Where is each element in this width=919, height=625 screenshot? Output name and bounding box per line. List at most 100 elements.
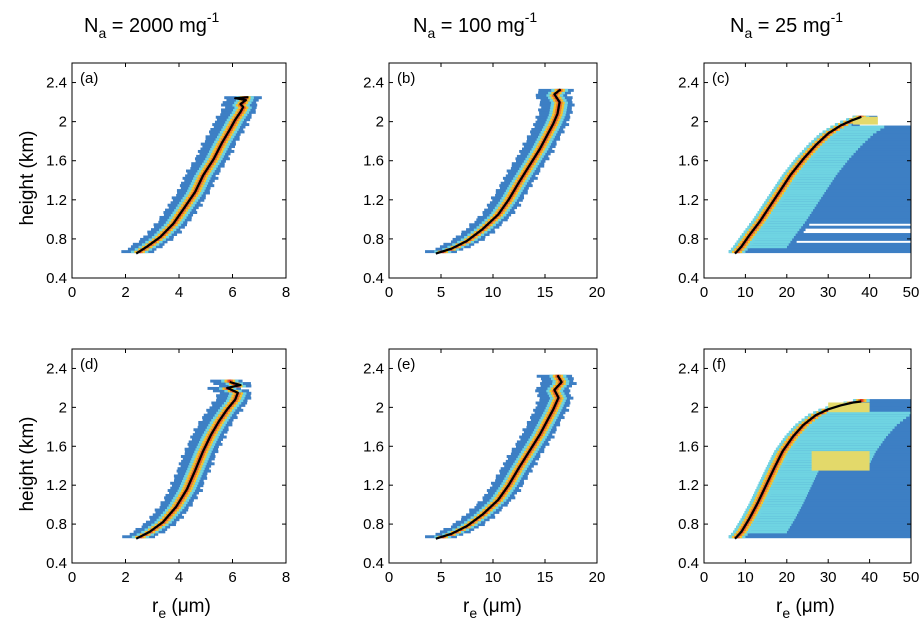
heatmap-cell (770, 484, 812, 488)
heatmap-cell (755, 489, 911, 493)
heatmap-cell (799, 433, 889, 437)
heatmap-cell (825, 411, 911, 415)
y-tick-label: 1.6 (46, 153, 67, 170)
heatmap-cell (228, 379, 232, 383)
y-tick-label: 0.8 (363, 231, 384, 248)
heatmap-cell (754, 215, 911, 219)
heatmap-cell (758, 211, 911, 214)
x-tick-label: 0 (700, 284, 708, 301)
heatmap-cell (747, 527, 789, 531)
heatmap-cell (807, 157, 850, 161)
mean-curve (435, 88, 562, 255)
heatmap-cell (805, 147, 911, 151)
heatmap-cell (796, 435, 886, 439)
x-tick-label: 20 (778, 284, 795, 301)
heatmap-cell (772, 479, 814, 483)
panel-f: 0.4 0.8 1.2 1.6 2 2.4 0 10 20 30 40 50 (f) (678, 348, 919, 586)
heatmap-cell (779, 464, 821, 468)
heatmap-cell (744, 513, 911, 517)
heatmap-cell (763, 498, 805, 502)
y-tick-label: 2 (691, 399, 699, 416)
x-tick-label: 10 (737, 569, 754, 586)
x-tick-label: 8 (282, 284, 290, 301)
heatmap-cell (792, 176, 835, 180)
heatmap-cell (763, 220, 805, 224)
heatmap-cell (816, 147, 858, 151)
heatmap-cell (795, 438, 885, 441)
heatmap-cell (793, 440, 883, 444)
heatmap-cell (745, 245, 787, 249)
heatmap-cell (767, 196, 911, 200)
heatmap-cell (778, 198, 820, 202)
heatmap-f (728, 399, 911, 539)
y-tick-label: 0.4 (363, 270, 384, 287)
heatmap-cell (734, 527, 911, 531)
y-tick-label: 0.8 (46, 516, 67, 533)
heatmap-cell (770, 211, 812, 214)
y-tick-label: 1.2 (363, 192, 384, 209)
heatmap-cell (797, 169, 840, 173)
x-tick-label: 50 (903, 569, 919, 586)
heatmap-cell (768, 486, 811, 490)
heatmap-cell (780, 176, 911, 180)
heatmap-cell (791, 179, 833, 183)
heatmap-cell (809, 154, 852, 158)
heatmap-cell (826, 137, 868, 141)
heatmap-cell (795, 159, 911, 163)
heatmap-cell (775, 186, 911, 190)
y-tick-label: 0.8 (363, 516, 384, 533)
y-tick-label: 0.4 (46, 270, 67, 287)
heatmap-cell (728, 250, 911, 254)
y-tick-label: 2.4 (678, 360, 699, 377)
panel-label: (c) (712, 70, 730, 87)
mean-curve (135, 96, 249, 255)
heatmap-cell (805, 425, 895, 429)
heatmap-cell (776, 184, 911, 188)
heatmap-a (121, 96, 262, 254)
heatmap-cell (753, 218, 911, 222)
x-tick-label: 10 (485, 284, 502, 301)
heatmap-cell (766, 215, 809, 219)
heatmap-cell (747, 242, 789, 246)
x-tick-label: 0 (385, 284, 393, 301)
heatmap-cell (801, 164, 844, 168)
heatmap-cell (737, 525, 911, 529)
heatmap-cell (812, 152, 854, 156)
heatmap-cell (773, 206, 815, 210)
heatmap-cell (758, 508, 800, 512)
heatmap-e (425, 374, 577, 539)
axes-frame (703, 348, 912, 564)
heatmap-cell (759, 484, 911, 488)
x-tick-label: 20 (589, 569, 606, 586)
y-tick-label: 0.4 (46, 555, 67, 572)
heatmap-cell (758, 481, 911, 485)
y-tick-label: 1.2 (46, 477, 67, 494)
y-tick-label: 2 (59, 399, 67, 416)
heatmap-cell (799, 167, 842, 171)
column-title-2: Na = 100 mg-1 (413, 9, 537, 41)
heatmap-cell (773, 476, 815, 480)
heatmap-cell (834, 403, 911, 407)
x-tick-label: 0 (68, 569, 76, 586)
y-axis-label-top: height (km) (17, 130, 38, 225)
heatmap-cell (748, 225, 911, 229)
x-tick-label: 0 (68, 284, 76, 301)
axes-frame (71, 62, 287, 279)
heatmap-cell (749, 240, 791, 244)
x-axis-label-1: re (μm) (152, 596, 211, 621)
heatmap-cell (772, 189, 911, 193)
heatmap-c (728, 115, 911, 254)
heatmap-cell (777, 469, 819, 473)
y-tick-label: 1.6 (678, 153, 699, 170)
panel-label: (d) (80, 356, 98, 373)
x-tick-label: 2 (121, 569, 129, 586)
heatmap-cell (801, 430, 891, 434)
heatmap-cell (787, 184, 830, 188)
column-title-3: Na = 25 mg-1 (730, 9, 843, 41)
heatmap-cell (842, 125, 885, 129)
heatmap-cell (854, 399, 911, 403)
x-tick-label: 4 (175, 284, 183, 301)
y-tick-label: 1.2 (46, 192, 67, 209)
heatmap-cell (776, 201, 818, 205)
heatmap-cell (765, 218, 807, 222)
